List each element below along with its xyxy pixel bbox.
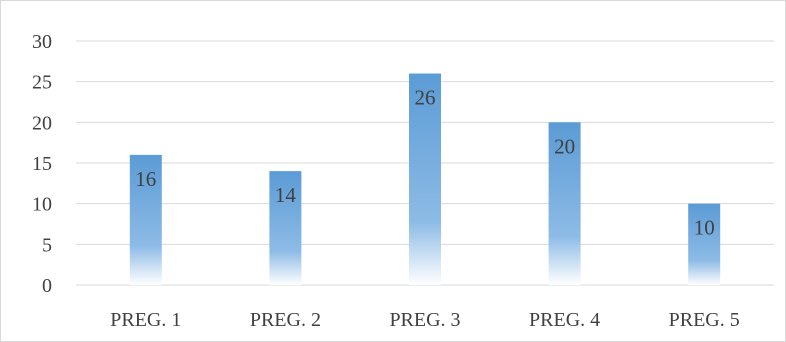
y-tick-label: 5 xyxy=(42,234,52,256)
data-label: 10 xyxy=(694,216,715,240)
category-label: PREG. 5 xyxy=(669,309,740,331)
y-tick-label: 25 xyxy=(32,72,52,94)
data-label: 20 xyxy=(554,134,575,158)
category-label: PREG. 3 xyxy=(389,309,460,331)
x-axis-categories: PREG. 1 PREG. 2 PREG. 3 PREG. 4 PREG. 5 xyxy=(110,309,740,331)
category-label: PREG. 4 xyxy=(529,309,600,331)
bars xyxy=(129,73,721,286)
y-tick-label: 20 xyxy=(32,112,52,134)
y-tick-label: 10 xyxy=(32,194,52,216)
y-tick-label: 30 xyxy=(32,31,52,53)
data-label: 14 xyxy=(275,183,297,207)
bar xyxy=(688,203,721,285)
data-label: 26 xyxy=(415,86,436,110)
bar xyxy=(269,171,302,285)
bar xyxy=(548,122,581,285)
category-label: PREG. 2 xyxy=(250,309,321,331)
y-tick-label: 15 xyxy=(32,153,52,175)
y-tick-label: 0 xyxy=(42,275,52,297)
data-labels: 16 14 26 20 10 xyxy=(135,86,714,240)
data-label: 16 xyxy=(135,167,156,191)
bar xyxy=(129,154,162,285)
category-label: PREG. 1 xyxy=(110,309,181,331)
y-axis-ticks: 0 5 10 15 20 25 30 xyxy=(32,31,52,297)
bar xyxy=(409,73,441,286)
